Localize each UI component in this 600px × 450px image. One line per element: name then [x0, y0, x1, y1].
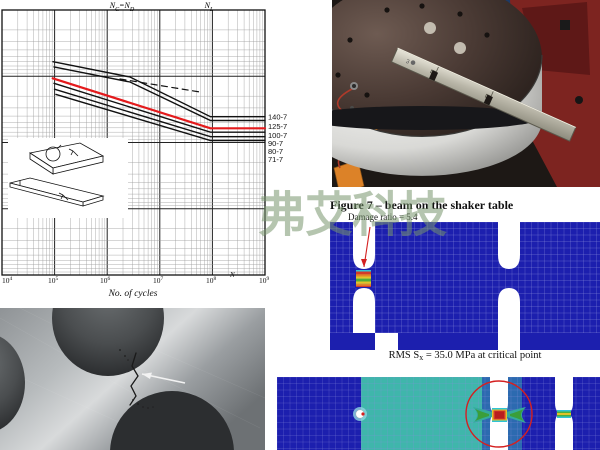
svg-text:71-7: 71-7	[268, 155, 283, 164]
svg-text:125-7: 125-7	[268, 122, 287, 131]
svg-text:No. of cycles: No. of cycles	[108, 288, 158, 299]
svg-text:N: N	[229, 271, 235, 279]
svg-text:140-7: 140-7	[268, 113, 287, 122]
